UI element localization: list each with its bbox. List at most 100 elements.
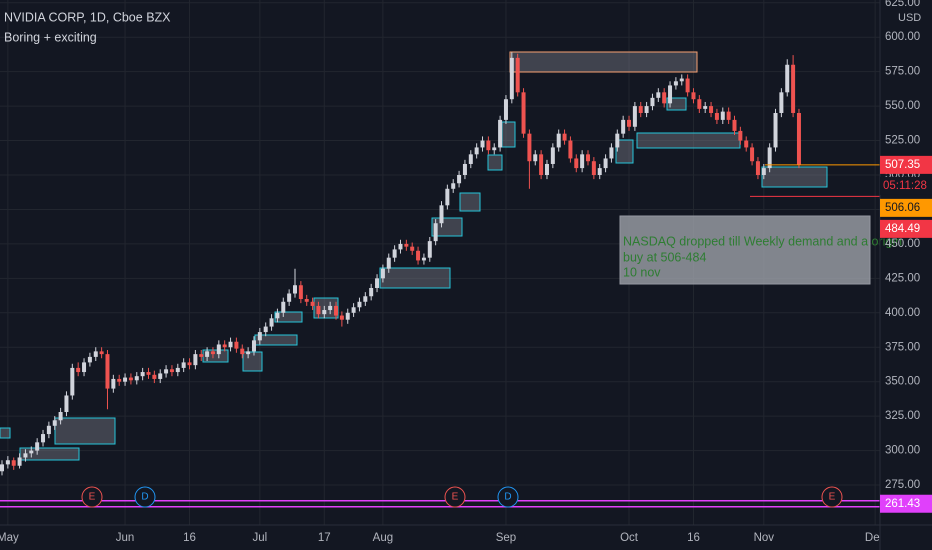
candle-body bbox=[222, 344, 227, 348]
candle-body bbox=[0, 464, 4, 472]
x-tick-label: Sep bbox=[496, 532, 516, 544]
candle-body bbox=[105, 354, 110, 389]
countdown-bg bbox=[880, 176, 932, 195]
event-marker bbox=[497, 486, 519, 508]
candle-body bbox=[744, 140, 749, 148]
candle-body bbox=[615, 133, 620, 148]
candle-body bbox=[755, 161, 760, 175]
candle-body bbox=[416, 250, 421, 261]
price-label: 507.35 bbox=[885, 159, 920, 171]
candle-body bbox=[632, 106, 637, 127]
zone bbox=[54, 417, 116, 445]
candle-body bbox=[638, 106, 643, 113]
candle-body bbox=[386, 257, 391, 269]
candle-body bbox=[673, 81, 678, 86]
zone bbox=[19, 447, 80, 461]
candle-body bbox=[152, 374, 157, 379]
candle-body bbox=[427, 241, 432, 258]
candle-body bbox=[732, 119, 737, 131]
candles bbox=[0, 52, 801, 476]
candle-body bbox=[679, 78, 684, 82]
candle-body bbox=[603, 158, 608, 169]
candle-body bbox=[322, 310, 327, 315]
candle-body bbox=[539, 154, 544, 175]
event-marker bbox=[821, 486, 843, 508]
event-label: D bbox=[504, 492, 511, 503]
candle-body bbox=[64, 395, 69, 413]
x-tick-label: Oct bbox=[620, 532, 639, 544]
candle-body bbox=[11, 460, 16, 466]
price-label-bg bbox=[880, 155, 932, 174]
candle-body bbox=[597, 168, 602, 175]
candle-body bbox=[521, 92, 526, 134]
zone bbox=[487, 154, 503, 171]
candle-body bbox=[23, 453, 28, 458]
candle-body bbox=[339, 315, 344, 320]
candle-body bbox=[228, 341, 233, 348]
candle-body bbox=[445, 188, 450, 206]
candle-body bbox=[668, 85, 673, 104]
candle-body bbox=[586, 154, 590, 162]
candle-body bbox=[87, 356, 92, 363]
candle-body bbox=[146, 372, 151, 375]
candle-body bbox=[580, 154, 585, 169]
y-tick-label: 450.00 bbox=[885, 238, 920, 250]
x-tick-label: Nov bbox=[754, 532, 775, 544]
candle-body bbox=[697, 99, 702, 109]
candle-body bbox=[544, 163, 549, 175]
candle-body bbox=[293, 285, 297, 294]
candle-body bbox=[58, 412, 63, 421]
chart-title: NVIDIA CORP, 1D, Cboe BZX bbox=[4, 10, 171, 24]
candle-body bbox=[140, 372, 145, 377]
candle-body bbox=[328, 305, 333, 311]
candle-body bbox=[591, 161, 596, 175]
x-tick-label: Jul bbox=[252, 532, 267, 544]
candle-body bbox=[726, 111, 731, 120]
y-tick-label: 300.00 bbox=[885, 445, 920, 457]
candle-body bbox=[392, 249, 397, 258]
candle-body bbox=[685, 78, 690, 93]
candle-body bbox=[644, 106, 649, 113]
y-tick-label: 525.00 bbox=[885, 135, 920, 147]
candle-body bbox=[310, 301, 315, 306]
y-tick-label: 275.00 bbox=[885, 479, 920, 491]
candle-body bbox=[123, 377, 128, 382]
candle-body bbox=[93, 351, 98, 357]
candle-body bbox=[433, 223, 438, 242]
annotation-line: buy at 506-484 bbox=[623, 250, 706, 264]
candle-body bbox=[462, 163, 467, 175]
candle-body bbox=[568, 140, 573, 159]
candle-body bbox=[421, 257, 426, 261]
candle-body bbox=[404, 243, 409, 247]
zone bbox=[254, 334, 298, 346]
candle-body bbox=[492, 147, 497, 151]
zone bbox=[379, 267, 451, 289]
zone bbox=[615, 139, 634, 164]
candle-body bbox=[527, 133, 532, 162]
candle-body bbox=[17, 457, 22, 466]
candle-body bbox=[662, 92, 667, 104]
candle-body bbox=[439, 205, 444, 224]
candle-body bbox=[650, 97, 655, 107]
zone bbox=[761, 166, 828, 188]
candle-body bbox=[357, 301, 362, 308]
candle-body bbox=[474, 147, 479, 155]
candle-body bbox=[785, 64, 790, 93]
x-axis-labels: May Jun 16 Jul 17 Aug Sep Oct 16 Nov Dec bbox=[0, 532, 886, 544]
candle-body bbox=[29, 450, 34, 454]
candle-body bbox=[515, 57, 520, 93]
candle-body bbox=[410, 246, 415, 251]
zone bbox=[274, 311, 303, 323]
candle-body bbox=[175, 367, 180, 373]
event-label: E bbox=[89, 492, 96, 503]
indicator-name: Boring + exciting bbox=[4, 30, 97, 44]
candle-body bbox=[316, 305, 321, 315]
x-tick-label: Dec bbox=[865, 532, 886, 544]
candle-body bbox=[703, 106, 708, 109]
candle-body bbox=[298, 285, 303, 300]
event-marker bbox=[444, 486, 466, 508]
price-label: 261.43 bbox=[885, 498, 920, 510]
x-tick-label: Aug bbox=[373, 532, 393, 544]
